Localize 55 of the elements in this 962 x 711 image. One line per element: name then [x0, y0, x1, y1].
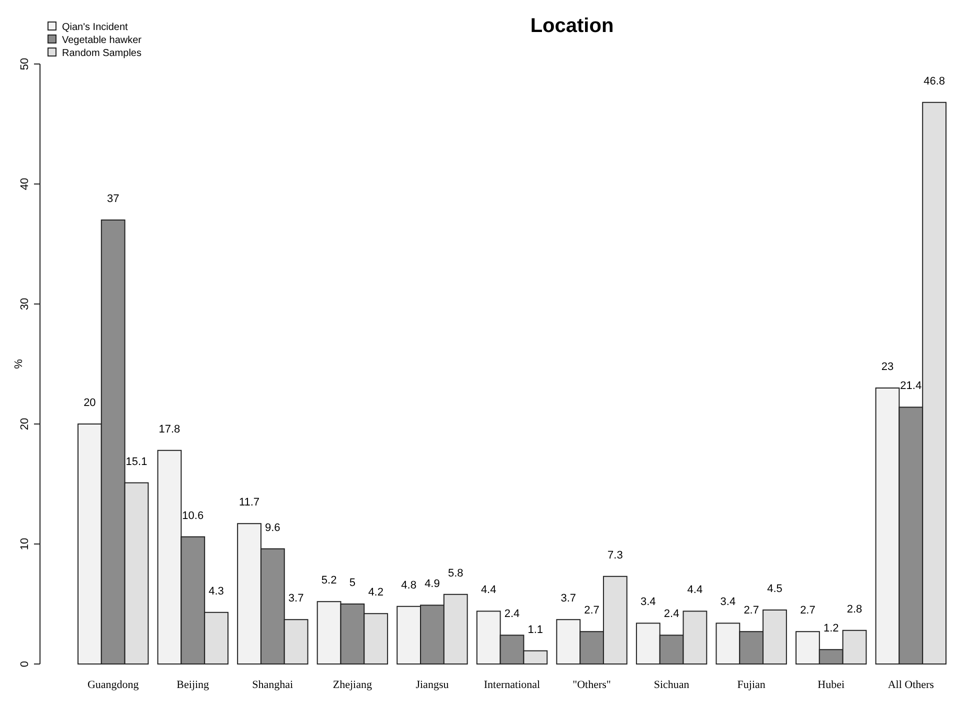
data-label: 23 [881, 361, 894, 373]
data-label: 9.6 [265, 522, 280, 534]
data-label: 2.8 [846, 603, 862, 616]
data-label: 21.4 [900, 380, 922, 392]
x-tick-label: International [484, 679, 540, 691]
data-label: 3.7 [288, 592, 304, 605]
x-tick-label: Guangdong [87, 679, 140, 691]
x-tick-label: "Others" [572, 679, 611, 691]
data-label: 2.7 [800, 604, 816, 617]
data-label: 1.2 [823, 622, 839, 635]
data-label: 5.8 [448, 567, 464, 580]
legend-label: Vegetable hawker [62, 35, 142, 46]
y-tick-label: 0 [19, 660, 31, 668]
data-label: 7.3 [608, 549, 623, 562]
data-label: 5.2 [321, 574, 337, 587]
data-label: 20 [84, 397, 96, 409]
y-axis-title: % [13, 358, 25, 369]
data-label: 3.7 [560, 592, 576, 605]
data-label: 4.2 [368, 586, 384, 599]
data-label: 46.8 [924, 75, 946, 88]
data-label: 4.5 [767, 583, 782, 595]
data-label: 1.1 [528, 624, 544, 636]
y-tick-label: 40 [19, 178, 31, 190]
x-tick-label: Sichuan [654, 679, 690, 691]
data-label: 4.3 [208, 585, 224, 598]
data-label: 4.4 [480, 584, 496, 596]
x-tick-label: All Others [888, 679, 934, 691]
data-label: 2.4 [504, 608, 520, 620]
x-tick-label: Beijing [176, 679, 210, 691]
data-label: 15.1 [126, 456, 148, 468]
y-tick-label: 30 [19, 298, 31, 310]
data-label: 37 [106, 193, 120, 205]
data-label: 4.4 [687, 584, 703, 596]
y-tick-label: 10 [19, 538, 31, 550]
chart-title: Location [530, 15, 614, 37]
data-label: 4.9 [424, 578, 440, 590]
data-label: 3.4 [720, 596, 736, 608]
x-tick-label: Hubei [818, 679, 845, 691]
x-tick-label: Zhejiang [332, 679, 372, 691]
data-label: 4.8 [401, 579, 416, 592]
x-tick-label: Fujian [737, 679, 766, 691]
y-tick-label: 20 [19, 418, 31, 430]
data-label: 2.7 [584, 604, 600, 617]
data-label: 2.7 [744, 604, 759, 617]
legend-label: Qian's Incident [62, 22, 128, 33]
legend-label: Random Samples [62, 48, 142, 59]
data-label: 2.4 [664, 608, 680, 620]
data-label: 10.6 [182, 510, 204, 522]
x-tick-label: Shanghai [252, 679, 294, 691]
y-tick-label: 50 [19, 58, 31, 70]
data-label: 17.8 [158, 423, 180, 436]
data-label: 5 [349, 577, 356, 589]
x-tick-label: Jiangsu [416, 679, 450, 691]
data-label: 3.4 [640, 596, 656, 608]
data-label: 11.7 [238, 496, 260, 509]
